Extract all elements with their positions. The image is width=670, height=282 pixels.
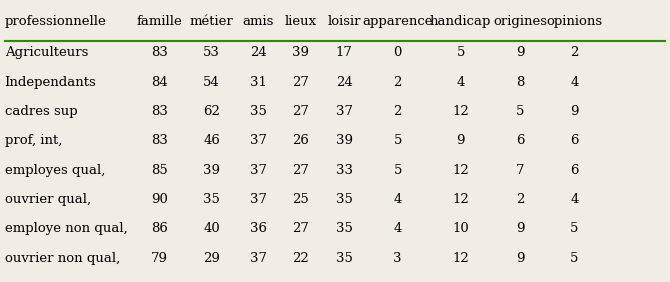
Text: 2: 2 — [393, 105, 402, 118]
Text: 24: 24 — [250, 47, 267, 60]
Text: 27: 27 — [292, 105, 309, 118]
Text: 26: 26 — [292, 135, 309, 147]
Text: 10: 10 — [452, 222, 469, 235]
Text: 0: 0 — [393, 47, 402, 60]
Text: employe non qual,: employe non qual, — [5, 222, 127, 235]
Text: 37: 37 — [250, 164, 267, 177]
Text: 4: 4 — [570, 76, 579, 89]
Text: 12: 12 — [452, 164, 469, 177]
Text: 86: 86 — [151, 222, 168, 235]
Text: 35: 35 — [336, 222, 353, 235]
Text: 33: 33 — [336, 164, 353, 177]
Text: 22: 22 — [292, 252, 309, 265]
Text: 5: 5 — [516, 105, 524, 118]
Text: 62: 62 — [203, 105, 220, 118]
Text: 17: 17 — [336, 47, 353, 60]
Text: Independants: Independants — [5, 76, 96, 89]
Text: 6: 6 — [570, 164, 579, 177]
Text: 9: 9 — [456, 135, 465, 147]
Text: 84: 84 — [151, 76, 168, 89]
Text: ouvrier non qual,: ouvrier non qual, — [5, 252, 120, 265]
Text: 5: 5 — [570, 222, 579, 235]
Text: loisir: loisir — [328, 15, 361, 28]
Text: famille: famille — [137, 15, 182, 28]
Text: 9: 9 — [516, 252, 524, 265]
Text: 5: 5 — [393, 164, 402, 177]
Text: 7: 7 — [516, 164, 524, 177]
Text: 39: 39 — [203, 164, 220, 177]
Text: 9: 9 — [570, 105, 579, 118]
Text: 6: 6 — [516, 135, 524, 147]
Text: opinions: opinions — [547, 15, 602, 28]
Text: 8: 8 — [516, 76, 524, 89]
Text: 36: 36 — [250, 222, 267, 235]
Text: apparence: apparence — [362, 15, 433, 28]
Text: 40: 40 — [203, 222, 220, 235]
Text: 29: 29 — [203, 252, 220, 265]
Text: origines: origines — [493, 15, 547, 28]
Text: prof, int,: prof, int, — [5, 135, 62, 147]
Text: 46: 46 — [203, 135, 220, 147]
Text: 2: 2 — [393, 76, 402, 89]
Text: 12: 12 — [452, 193, 469, 206]
Text: 35: 35 — [336, 193, 353, 206]
Text: 35: 35 — [336, 252, 353, 265]
Text: 35: 35 — [203, 193, 220, 206]
Text: 5: 5 — [570, 252, 579, 265]
Text: employes qual,: employes qual, — [5, 164, 105, 177]
Text: 37: 37 — [250, 135, 267, 147]
Text: professionnelle: professionnelle — [5, 15, 107, 28]
Text: lieux: lieux — [284, 15, 316, 28]
Text: 53: 53 — [203, 47, 220, 60]
Text: handicap: handicap — [430, 15, 491, 28]
Text: 85: 85 — [151, 164, 168, 177]
Text: 54: 54 — [203, 76, 220, 89]
Text: 37: 37 — [336, 105, 353, 118]
Text: 24: 24 — [336, 76, 352, 89]
Text: 27: 27 — [292, 76, 309, 89]
Text: 5: 5 — [393, 135, 402, 147]
Text: 35: 35 — [250, 105, 267, 118]
Text: amis: amis — [243, 15, 274, 28]
Text: 79: 79 — [151, 252, 168, 265]
Text: 4: 4 — [393, 222, 402, 235]
Text: 31: 31 — [250, 76, 267, 89]
Text: 4: 4 — [393, 193, 402, 206]
Text: 3: 3 — [393, 252, 402, 265]
Text: 27: 27 — [292, 164, 309, 177]
Text: 4: 4 — [456, 76, 465, 89]
Text: 25: 25 — [292, 193, 309, 206]
Text: 12: 12 — [452, 252, 469, 265]
Text: 9: 9 — [516, 47, 524, 60]
Text: 83: 83 — [151, 105, 168, 118]
Text: 37: 37 — [250, 252, 267, 265]
Text: 39: 39 — [336, 135, 353, 147]
Text: 90: 90 — [151, 193, 168, 206]
Text: 37: 37 — [250, 193, 267, 206]
Text: 27: 27 — [292, 222, 309, 235]
Text: 2: 2 — [570, 47, 579, 60]
Text: métier: métier — [190, 15, 233, 28]
Text: 4: 4 — [570, 193, 579, 206]
Text: 83: 83 — [151, 47, 168, 60]
Text: 83: 83 — [151, 135, 168, 147]
Text: 6: 6 — [570, 135, 579, 147]
Text: 12: 12 — [452, 105, 469, 118]
Text: cadres sup: cadres sup — [5, 105, 77, 118]
Text: 39: 39 — [292, 47, 309, 60]
Text: 2: 2 — [516, 193, 524, 206]
Text: ouvrier qual,: ouvrier qual, — [5, 193, 91, 206]
Text: 5: 5 — [456, 47, 465, 60]
Text: Agriculteurs: Agriculteurs — [5, 47, 88, 60]
Text: 9: 9 — [516, 222, 524, 235]
